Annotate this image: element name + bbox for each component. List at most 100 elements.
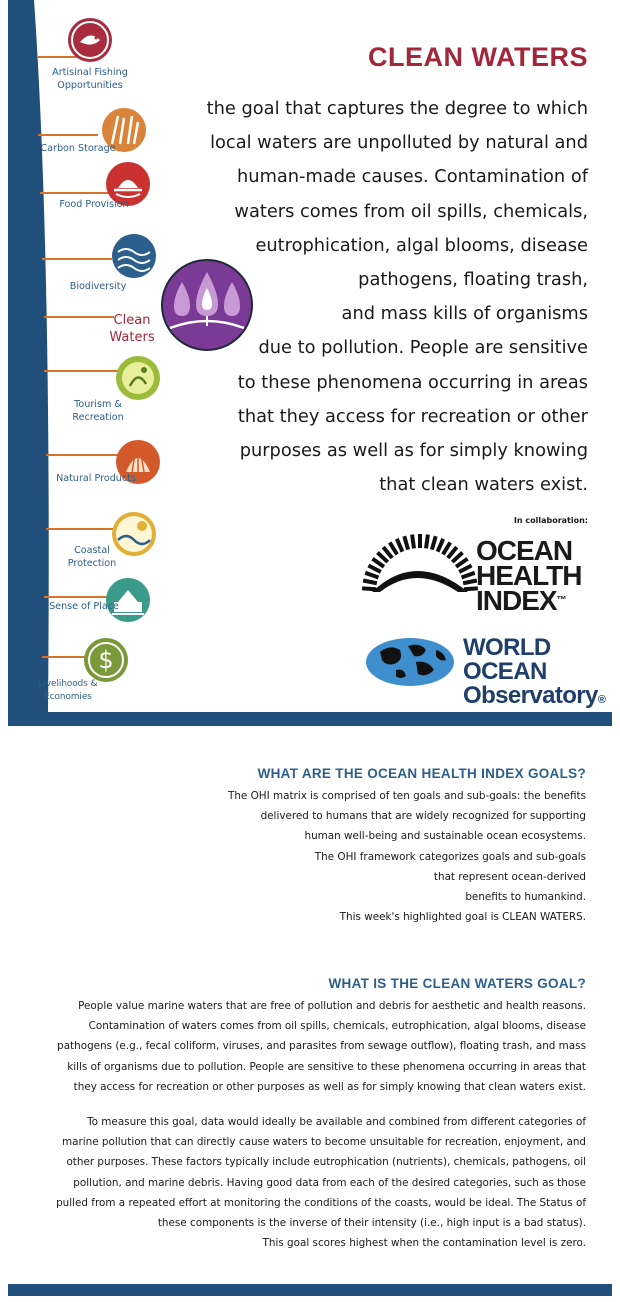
body-line: kills of organisms due to pollution. Peo… [67,1060,586,1073]
body-line: People value marine waters that are free… [78,1000,586,1012]
goal-item-natural-products: Natural Products [8,438,178,508]
ohi-logo-ray [371,557,386,569]
body-line: Contamination of waters comes from oil s… [88,1020,586,1033]
body-line: This week's highlighted goal is CLEAN WA… [339,911,586,924]
goal-item-sense-of-place: Sense of Place [8,576,178,646]
lead-line: eutrophication, algal blooms, disease [255,234,588,256]
body-line: pollution, and marine debris. Having goo… [73,1176,586,1189]
goal-label: Livelihoods & Economies [38,679,98,702]
ohi-logo-ray [462,578,478,586]
body-line: that represent ocean-derived [433,870,586,883]
body-line: The OHI framework categorizes goals and … [314,850,586,863]
body-line: human well-being and sustainable ocean e… [304,830,586,843]
ohi-logo-ray [460,570,476,580]
lead-line: that they access for recreation or other [237,405,588,427]
lead-line: pathogens, floating trash, [358,269,588,291]
world-ocean-observatory-logo-text: WORLD OCEAN Observatory® [463,636,612,712]
ohi-logo-ray [394,538,405,553]
goal-connector-line [44,596,112,598]
carbon-storage-icon [102,108,146,152]
collaboration-label: In collaboration: [513,516,588,525]
body-line: marine pollution that can directly cause… [62,1136,586,1149]
page-bottom-bar [8,1284,612,1296]
poster-bottom-bar [8,712,612,726]
woo-logo-line-text: Observatory [463,682,598,709]
tourism-icon [116,356,160,400]
ohi-logo-ray [450,551,464,564]
ohi-logo-ray [458,563,473,574]
goal-label: Food Provision [59,199,129,210]
lead-line: to these phenomena occurring in areas [237,371,588,393]
body-line: To measure this goal, data would ideally… [87,1116,586,1128]
ohi-logo-line: HEALTH [476,560,582,591]
goal-item-biodiversity: Biodiversity [8,232,178,302]
body-line: This goal scores highest when the contam… [262,1237,586,1250]
goal-label: Tourism & Recreation [72,399,124,423]
fishing-icon [68,18,112,62]
goal-item-livelihoods: $ Livelihoods & Economies [8,636,178,706]
ohi-logo-ray [364,570,380,580]
goal-item-coastal-protection: Coastal Protection [8,510,178,580]
goal-label: Coastal Protection [67,545,117,569]
goal-label: Sense of Place [49,601,119,612]
section-body-clean-waters-para1: People value marine waters that are free… [57,996,586,1097]
goal-label-active: Clean Waters [109,313,155,345]
lead-description: the goal that captures the degree to whi… [168,92,588,502]
sense-of-place-icon [106,578,150,622]
ohi-logo-ray [410,534,416,549]
lead-line: purposes as well as for simply knowing [239,440,588,462]
goal-label: Biodiversity [69,281,127,292]
svg-text:$: $ [98,646,113,674]
lead-line: waters comes from oil spills, chemicals, [234,200,588,222]
food-provision-icon [106,162,150,206]
section-body-clean-waters-para2: To measure this goal, data would ideally… [56,1112,586,1253]
woo-logo-line: WORLD OCEAN [463,634,551,685]
body-line: pathogens (e.g., fecal coliform, viruses… [57,1040,586,1053]
registered-symbol: ® [597,694,606,706]
ohi-logo-ray [402,535,411,551]
body-line: pulled from a repeated effort at monitor… [56,1196,586,1209]
ohi-logo-ray [429,535,438,551]
goal-item-clean-waters: Clean Waters [8,308,178,378]
goal-label: Carbon Storage [40,143,116,154]
body-line: The OHI matrix is comprised of ten goals… [228,790,586,802]
goal-connector-line [46,454,120,456]
ohi-logo-line-text: INDEX [476,585,558,616]
goal-item-food-provision: Food Provision [8,162,178,232]
ohi-logo-ray [381,545,394,560]
section-heading-clean-waters-goal: WHAT IS THE CLEAN WATERS GOAL? [328,976,586,991]
lead-line: local waters are unpolluted by natural a… [210,132,588,154]
ohi-logo-ray [362,578,378,586]
goal-label: Natural Products [56,473,136,484]
coastal-protection-icon [112,512,156,556]
section-heading-ohi-goals: WHAT ARE THE OCEAN HEALTH INDEX GOALS? [257,766,586,781]
ohi-logo-line: INDEX™ [476,585,581,616]
goal-connector-line [42,258,112,260]
lead-line: due to pollution. People are sensitive [258,337,588,359]
ocean-health-index-logo-text: OCEAN HEALTH INDEX™ [476,537,582,616]
goal-connector-line [38,134,98,136]
ohi-logo-ray [424,534,430,549]
section-body-ohi-goals: The OHI matrix is comprised of ten goals… [228,786,586,927]
goal-connector-line [40,192,110,194]
biodiversity-icon [112,234,156,278]
ohi-logo-ray [435,538,446,553]
body-line: they access for recreation or other purp… [73,1080,586,1093]
goal-connector-line [42,656,106,658]
body-line: other purposes. These factors typically … [66,1156,586,1169]
goal-item-tourism: Tourism & Recreation [8,356,178,426]
ohi-logo-ray [441,541,452,556]
clean-waters-large-icon [161,259,253,351]
goal-label: Artisinal Fishing Opportunities [52,67,128,91]
body-line: delivered to humans that are widely reco… [260,810,586,823]
dollar-icon: $ [84,638,128,682]
ohi-logo-ray [376,551,390,564]
lead-line: human-made causes. Contamination of [237,166,588,188]
curved-blue-stripe [8,0,49,712]
ohi-logo-ray [367,563,382,574]
lead-line: the goal that captures the degree to whi… [206,98,588,119]
page-title: CLEAN WATERS [368,42,588,72]
lead-line: and mass kills of organisms [341,303,588,325]
lead-line: that clean waters exist. [379,474,588,496]
natural-products-icon [116,440,160,484]
